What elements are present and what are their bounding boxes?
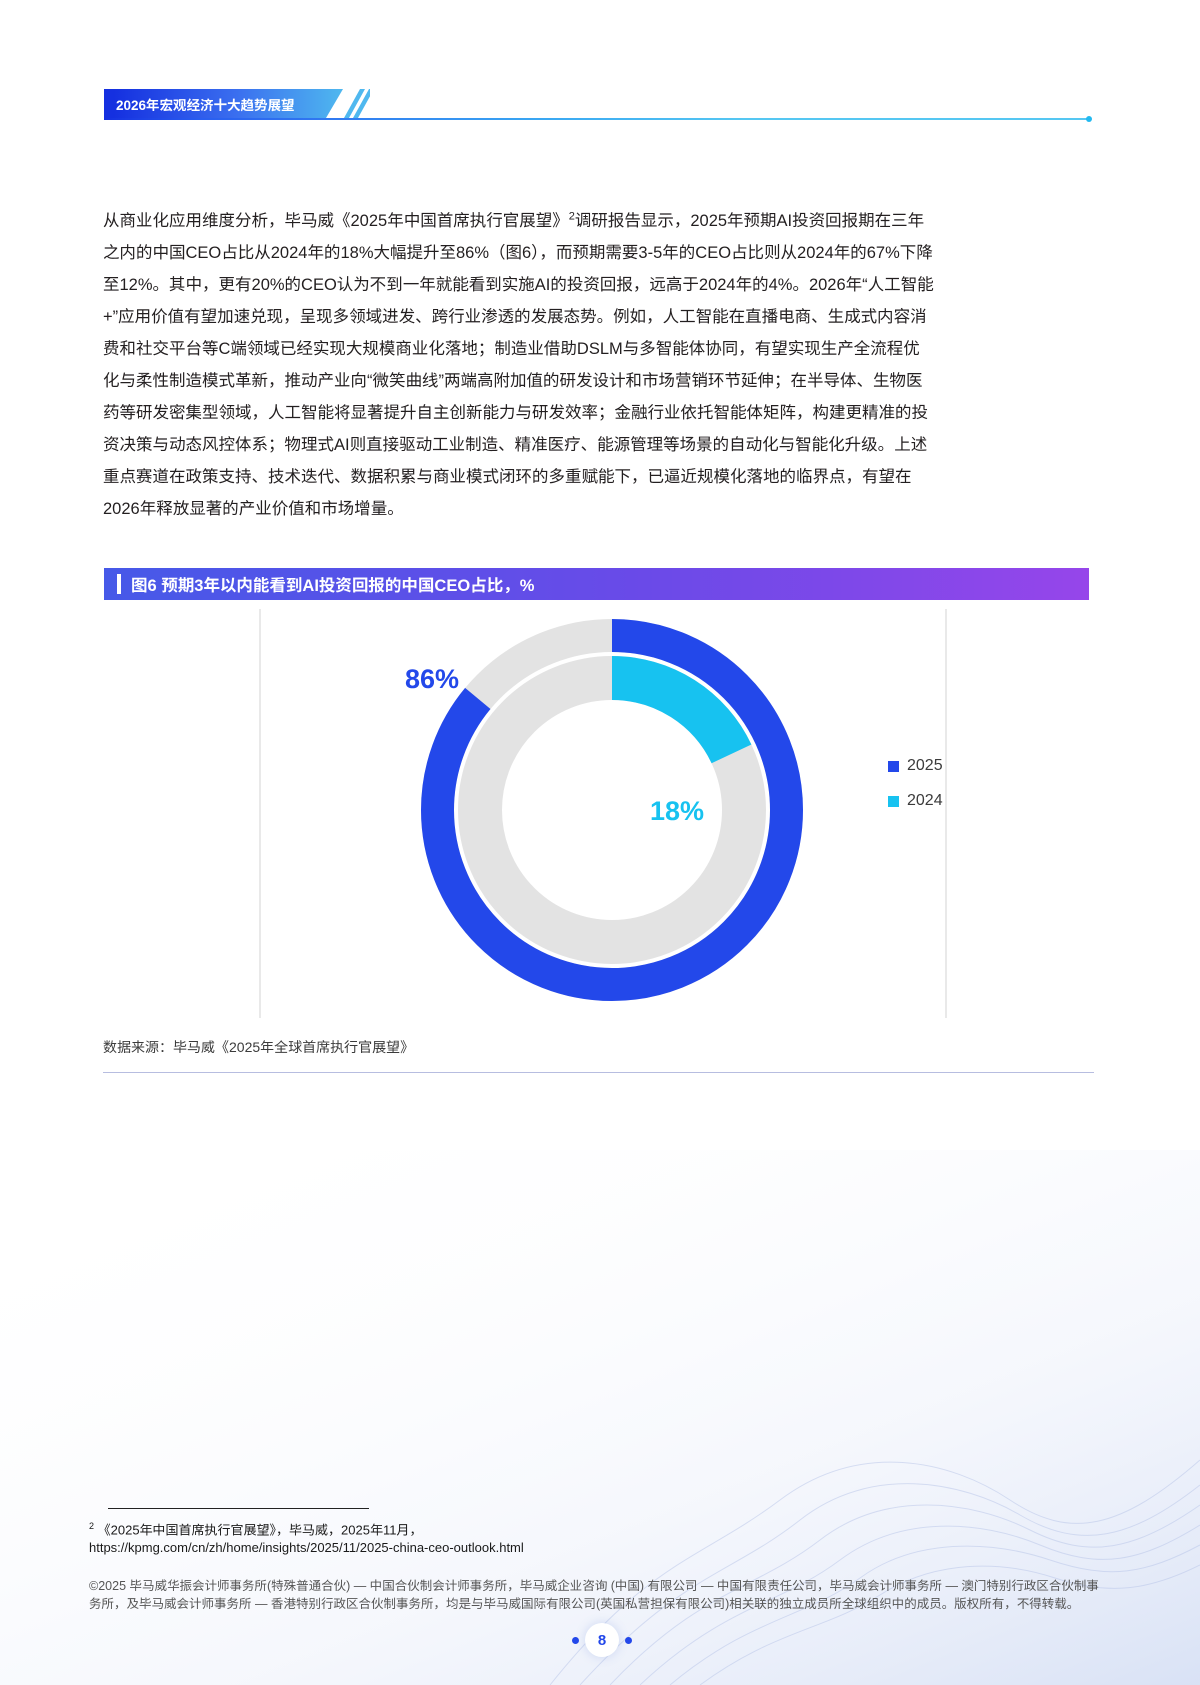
svg-text:86%: 86% [405,664,459,694]
svg-text:18%: 18% [650,796,704,826]
